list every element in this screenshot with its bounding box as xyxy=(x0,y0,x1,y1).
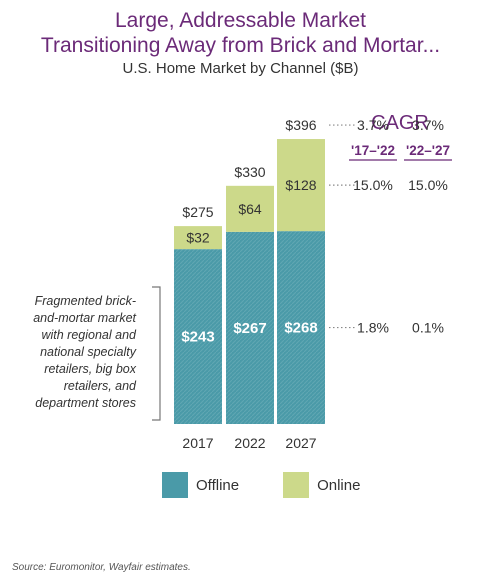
bar-offline-texture-2017 xyxy=(174,249,222,424)
annotation-bracket xyxy=(152,286,161,421)
data-label-total-2017: $275 xyxy=(182,204,213,220)
title-line-1: Large, Addressable Market xyxy=(115,9,366,32)
cagr-online-22-27: 15.0% xyxy=(408,177,448,193)
data-label-offline-2027: $268 xyxy=(284,320,317,337)
x-tick-2017: 2017 xyxy=(182,435,213,451)
cagr-total-17-22: 3.7% xyxy=(357,117,389,133)
x-tick-2022: 2022 xyxy=(234,435,265,451)
legend-item-online: Online xyxy=(283,472,360,498)
source-note: Source: Euromonitor, Wayfair estimates. xyxy=(12,562,191,573)
cagr-offline-22-27: 0.1% xyxy=(412,320,444,336)
data-label-offline-2017: $243 xyxy=(181,329,214,346)
chart-subtitle: U.S. Home Market by Channel ($B) xyxy=(122,60,359,77)
cagr-offline-17-22: 1.8% xyxy=(357,320,389,336)
data-label-online-2027: $128 xyxy=(285,177,316,193)
bar-offline-texture-2022 xyxy=(226,231,274,424)
data-label-online-2017: $32 xyxy=(186,230,210,246)
cagr-online-17-22: 15.0% xyxy=(353,177,393,193)
legend-label-offline: Offline xyxy=(196,476,240,494)
cagr-total-22-27: 3.7% xyxy=(412,117,444,133)
data-label-offline-2022: $267 xyxy=(233,320,266,337)
offline-annotation: Fragmented brick-and-mortar market with … xyxy=(33,294,136,410)
cagr-period-2: '22–'27 xyxy=(406,143,450,158)
bar-offline-texture-2027 xyxy=(277,231,325,424)
legend-swatch-online xyxy=(283,472,310,498)
data-label-online-2022: $64 xyxy=(238,201,262,217)
data-label-total-2022: $330 xyxy=(234,164,265,180)
bar-online-2022 xyxy=(226,185,274,232)
title-line-2: Transitioning Away from Brick and Mortar… xyxy=(40,34,441,57)
legend-label-online: Online xyxy=(317,476,361,494)
x-tick-2027: 2027 xyxy=(285,435,316,451)
data-label-total-2027: $396 xyxy=(285,117,316,133)
cagr-period-1: '17–'22 xyxy=(351,143,395,158)
chart-title: Large, Addressable Market Transitioning … xyxy=(0,8,481,58)
legend-swatch-offline xyxy=(162,472,188,498)
cagr-header: CAGR xyxy=(371,112,429,134)
legend: Offline Online xyxy=(162,472,360,498)
bar-online-2027 xyxy=(277,139,325,232)
bar-online-2017 xyxy=(174,226,222,250)
legend-item-offline: Offline xyxy=(162,472,239,498)
stacked-bar-chart: $243 $32 $275 2017 $267 $64 $330 2022 $268 $128 $3… xyxy=(152,112,452,451)
